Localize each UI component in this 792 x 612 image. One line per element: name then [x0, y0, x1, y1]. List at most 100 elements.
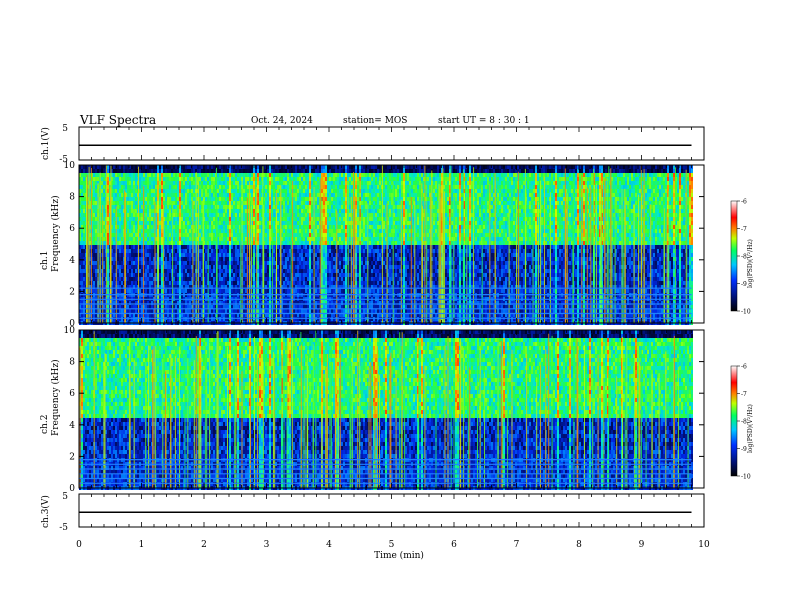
ch1-spec-cell: [297, 201, 299, 205]
ch1-spec-cell: [317, 289, 319, 293]
ch1-spec-cell: [299, 165, 301, 169]
ch1-spec-cell: [273, 189, 275, 193]
ch1-spec-cell: [293, 221, 295, 225]
ch1-spec-cell: [317, 213, 319, 217]
ch1-spec-cell: [181, 173, 183, 177]
ch1-spec-cell: [267, 241, 269, 245]
ch1-spec-cell: [177, 201, 179, 205]
ch1-spec-cell: [185, 317, 187, 321]
ch1-spec-cell: [299, 309, 301, 313]
ch1-spec-cell: [179, 225, 181, 229]
ch1-spec-cell: [107, 189, 109, 193]
ch1-spec-cell: [301, 269, 303, 273]
ch1-spec-cell: [237, 261, 239, 265]
ch1-spec-cell: [139, 169, 141, 173]
ch1-spec-cell: [317, 221, 319, 225]
ch1-spec-cell: [311, 261, 313, 265]
ch1-spec-cell: [277, 289, 279, 293]
ch1-spec-cell: [133, 173, 135, 177]
ch1-spec-cell: [273, 269, 275, 273]
ch1-spec-cell: [309, 265, 311, 269]
ch1-spec-cell: [205, 165, 207, 169]
ch1-spec-cell: [311, 169, 313, 173]
ch1-spec-cell: [225, 185, 227, 189]
ch1-spec-cell: [121, 173, 123, 177]
ch1-spec-cell: [325, 177, 327, 181]
ch1-spec-cell: [161, 177, 163, 181]
ch1-spec-cell: [175, 185, 177, 189]
ch1-spec-cell: [187, 205, 189, 209]
ch1-spec-cell: [119, 249, 121, 253]
ch1-spec-cell: [295, 269, 297, 273]
ch1-spec-cell: [229, 205, 231, 209]
ch1-spec-cell: [113, 173, 115, 177]
ch1-spec-cell: [147, 289, 149, 293]
ch1-spec-cell: [327, 241, 329, 245]
ch1-spec-cell: [107, 165, 109, 169]
ch1-spec-cell: [233, 261, 235, 265]
ch1-spec-cell: [179, 173, 181, 177]
ch1-spec-cell: [179, 309, 181, 313]
ch1-spec-cell: [119, 265, 121, 269]
ch1-spec-cell: [187, 261, 189, 265]
ch1-spec-cell: [239, 185, 241, 189]
ch1-spec-cell: [183, 253, 185, 257]
ch1-spec-cell: [175, 169, 177, 173]
ch1-spec-cell: [297, 269, 299, 273]
ch1-spec-cell: [267, 173, 269, 177]
ch1-spec-cell: [117, 185, 119, 189]
ch1-spec-cell: [95, 173, 97, 177]
ch1-spec-cell: [177, 281, 179, 285]
ch1-spec-cell: [169, 253, 171, 257]
ch1-spec-cell: [157, 169, 159, 173]
ch1-spec-cell: [267, 237, 269, 241]
ch1-spec-cell: [243, 221, 245, 225]
ch1-spec-cell: [229, 269, 231, 273]
ch1-spec-cell: [307, 261, 309, 265]
ch1-spec-cell: [133, 165, 135, 169]
ch1-spec-cell: [197, 177, 199, 181]
ch1-spec-cell: [161, 269, 163, 273]
ch1-spec-cell: [225, 237, 227, 241]
ch1-spec-cell: [267, 201, 269, 205]
ch1-spec-cell: [287, 177, 289, 181]
ch1-spec-cell: [81, 249, 83, 253]
ch1-spec-cell: [293, 245, 295, 249]
ch1-spec-cell: [101, 189, 103, 193]
ch1-spec-cell: [81, 261, 83, 265]
ch1-spec-cell: [145, 277, 147, 281]
ch1-spec-cell: [103, 273, 105, 277]
ch1-spec-cell: [231, 169, 233, 173]
ch1-spec-cell: [211, 213, 213, 217]
ch1-spec-cell: [303, 237, 305, 241]
ch1-spec-cell: [285, 173, 287, 177]
ch1-spec-cell: [211, 309, 213, 313]
ch1-spec-cell: [113, 277, 115, 281]
ch1-spec-cell: [145, 229, 147, 233]
ch1-spec-cell: [113, 221, 115, 225]
ch1-spec-cell: [113, 165, 115, 169]
ch1-spec-cell: [181, 281, 183, 285]
ch1-spec-cell: [169, 241, 171, 245]
ch1-spec-cell: [251, 189, 253, 193]
ch1-spec-cell: [159, 165, 161, 169]
ch1-spec-cell: [193, 169, 195, 173]
ch1-spec-cell: [141, 193, 143, 197]
ch1-spec-cell: [173, 273, 175, 277]
ch1-spec-cell: [213, 201, 215, 205]
ch1-spec-cell: [235, 253, 237, 257]
ch1-spec-cell: [145, 201, 147, 205]
ch1-spec-cell: [127, 229, 129, 233]
ch1-spec-cell: [237, 169, 239, 173]
ch1-spec-cell: [149, 173, 151, 177]
ch1-spec-cell: [267, 269, 269, 273]
ch1-spec-cell: [307, 249, 309, 253]
ch1-spec-cell: [119, 245, 121, 249]
ch1-spec-cell: [103, 241, 105, 245]
ch1-spec-cell: [153, 181, 155, 185]
ch1-spec-cell: [259, 185, 261, 189]
ch1-spec-cell: [297, 253, 299, 257]
ch1-spec-cell: [127, 221, 129, 225]
ch1-spec-cell: [235, 233, 237, 237]
ch1-spec-cell: [259, 205, 261, 209]
